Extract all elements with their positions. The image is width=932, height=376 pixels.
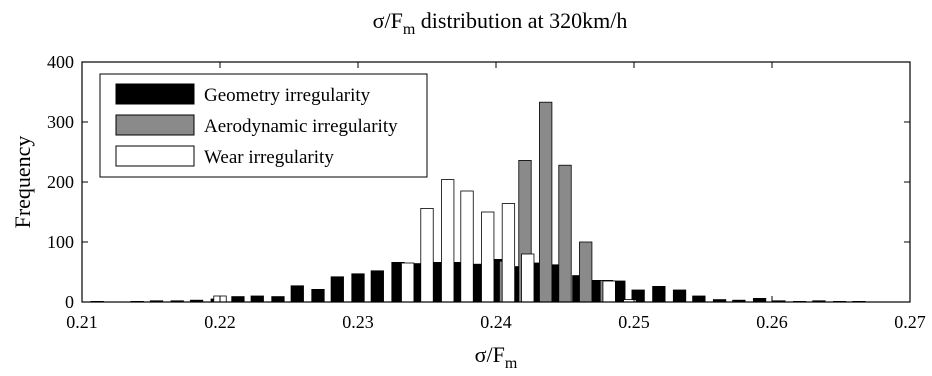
bar-series-2-1: [401, 262, 415, 303]
x-tick-label: 0.23: [342, 312, 374, 332]
y-axis-label: Frequency: [10, 136, 35, 229]
bar-series-0-10: [311, 288, 325, 303]
bar-series-0-8: [271, 296, 285, 303]
x-axis-label: σ/Fm: [475, 342, 518, 372]
bar-series-0-13: [370, 270, 384, 303]
x-tick-label: 0.24: [480, 312, 512, 332]
bar-series-0-7: [250, 295, 264, 303]
y-tick-label: 100: [47, 232, 74, 252]
y-tick-label: 400: [47, 52, 74, 72]
bar-series-0-27: [652, 285, 666, 303]
bar-series-2-3: [441, 179, 455, 303]
legend-swatch-aerodynamic: [115, 114, 195, 136]
bar-series-1-4: [579, 241, 593, 303]
x-axis-label-subscript: m: [505, 355, 518, 372]
bar-series-0-28: [672, 289, 687, 303]
legend: Geometry irregularity Aerodynamic irregu…: [99, 73, 428, 178]
legend-swatch-wear: [115, 145, 195, 167]
ticks-layer: 0.21 0.22 0.23 0.24 0.25 0.26 0.27 0 100 200 300 40…: [47, 52, 926, 332]
bar-series-2-7: [521, 253, 535, 303]
bars-layer: [90, 101, 866, 303]
y-tick-label: 0: [65, 292, 74, 312]
x-tick-label: 0.22: [204, 312, 236, 332]
bar-series-0-11: [330, 276, 344, 303]
legend-swatch-geometry: [115, 83, 195, 105]
x-tick-label: 0.27: [894, 312, 926, 332]
x-axis-label-main: σ/F: [475, 342, 505, 367]
bar-series-2-2: [420, 207, 434, 303]
chart-title-main: σ/F: [373, 8, 403, 33]
y-tick-label: 300: [47, 112, 74, 132]
legend-label-aerodynamic: Aerodynamic irregularity: [204, 116, 398, 137]
y-tick-label: 200: [47, 172, 74, 192]
legend-label-geometry: Geometry irregularity: [204, 85, 371, 106]
bar-series-2-8: [602, 280, 616, 303]
legend-label-wear: Wear irregularity: [204, 147, 334, 168]
chart-title: σ/Fm distribution at 320km/h: [373, 8, 628, 38]
bar-series-1-2: [539, 101, 553, 303]
bar-series-2-6: [501, 203, 516, 303]
bar-series-1-3: [558, 164, 572, 303]
x-tick-label: 0.26: [756, 312, 788, 332]
chart-title-rest: distribution at 320km/h: [415, 8, 627, 33]
chart-title-subscript: m: [403, 21, 416, 38]
x-tick-label: 0.21: [66, 312, 98, 332]
bar-series-0-6: [231, 296, 245, 303]
bar-series-2-4: [460, 190, 474, 303]
bar-series-2-5: [481, 211, 495, 303]
bar-series-0-9: [290, 285, 304, 303]
bar-series-0-29: [692, 295, 706, 303]
x-tick-label: 0.25: [618, 312, 650, 332]
